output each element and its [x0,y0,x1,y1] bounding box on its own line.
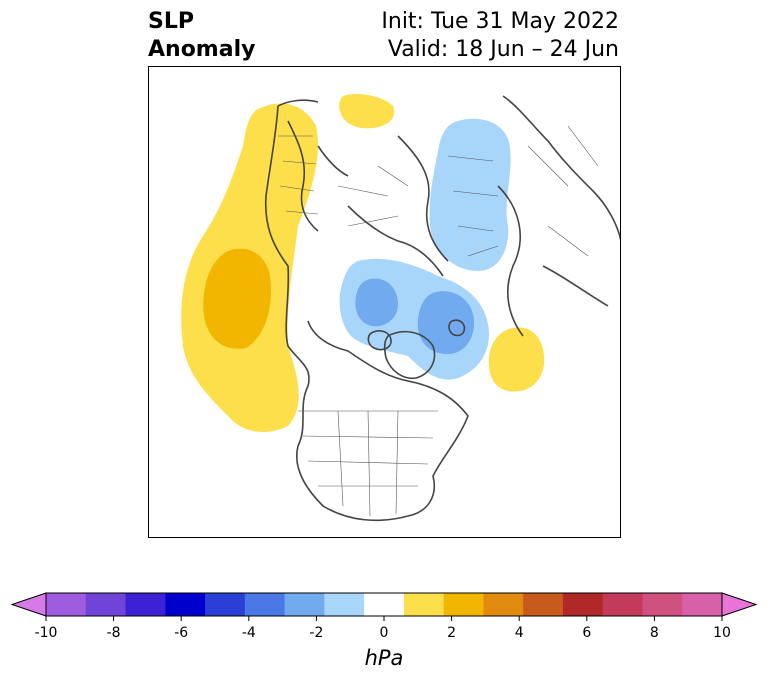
political-boundaries [278,125,599,517]
colorbar-segment [46,593,87,616]
title-line-1: SLP [148,9,194,34]
colorbar-tick-label: 10 [713,625,731,641]
colorbar-segment [244,593,286,616]
colorbar-segment [523,593,564,616]
colorbar-segment [483,593,524,616]
colorbar-segment [443,593,484,616]
colorbar-segment [642,593,683,616]
colorbar-segment [364,593,405,616]
colorbar-tick-label: -8 [106,625,121,641]
positive-anomaly-greenland-sea [488,327,545,392]
negative-anomaly-siberia [429,118,511,271]
colorbar-unit: hPa [364,646,404,670]
colorbar-segment [85,593,127,616]
colorbar-segment [562,593,604,616]
colorbar-segment [205,593,246,616]
colorbar-tick-label: 8 [649,625,659,641]
negative-anomaly-core-west [355,278,398,327]
colorbar-extend-high [721,592,758,617]
colorbar-tick-label: 2 [447,625,457,641]
colorbar-segment [403,593,445,616]
init-date: Init: Tue 31 May 2022 [381,9,619,34]
colorbar-tick-label: 0 [379,625,389,641]
colorbar-tick-label: -10 [34,625,58,641]
negative-anomaly-core-east [417,291,475,355]
map-title: SLP Anomaly [148,8,255,64]
colorbar-extend-low [10,592,47,617]
forecast-dates: Init: Tue 31 May 2022 Valid: 18 Jun – 24… [381,8,619,64]
colorbar-tick-label: -6 [174,625,189,641]
colorbar-segment [284,593,325,616]
colorbar-segment [682,593,723,616]
colorbar-tick-label: -2 [309,625,324,641]
colorbar-tick-label: 6 [582,625,592,641]
valid-range: Valid: 18 Jun – 24 Jun [387,37,619,62]
positive-anomaly-scandinavia [339,94,395,129]
anomaly-colorbar [10,592,758,621]
colorbar-segment [324,593,365,616]
colorbar-tick-label: 4 [514,625,524,641]
coastlines [264,95,621,522]
colorbar-segment [165,593,206,616]
colorbar-segment [125,593,166,616]
colorbar-segment [602,593,643,616]
title-line-2: Anomaly [148,37,256,62]
positive-anomaly-pacific-core [203,248,271,349]
slp-anomaly-map [148,66,621,538]
colorbar-tick-label: -4 [241,625,256,641]
